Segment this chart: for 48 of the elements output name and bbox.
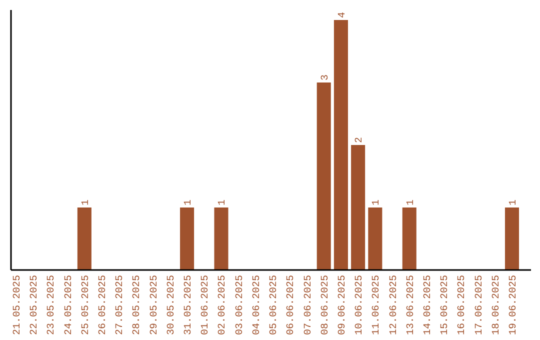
x-tick-label: 29.05.2025 [149,275,160,336]
x-tick-label: 01.06.2025 [200,275,212,336]
bar [334,20,348,270]
x-tick-label: 12.06.2025 [388,275,400,336]
x-tick-label: 17.06.2025 [474,275,486,336]
data-label: 1 [406,199,417,206]
x-tick-label: 25.05.2025 [80,275,92,336]
bar [504,208,519,270]
data-label: 1 [80,199,92,206]
x-tick-label: 31.05.2025 [184,275,195,336]
data-label: 1 [184,199,195,206]
x-tick-label: 30.05.2025 [166,275,178,336]
x-tick-label: 05.06.2025 [269,275,280,336]
bar [316,82,331,270]
bar [77,208,92,270]
bar [214,208,228,270]
x-tick-label: 09.06.2025 [337,275,348,336]
x-tick-label: 03.06.2025 [234,275,246,336]
x-tick-label: 19.06.2025 [508,275,520,336]
x-tick-label: 02.06.2025 [218,275,229,336]
x-tick-label: 16.06.2025 [457,275,468,336]
data-label: 4 [337,12,348,18]
x-tick-label: 24.05.2025 [64,275,75,336]
x-tick-label: 27.05.2025 [115,275,126,336]
x-tick-label: 06.06.2025 [286,275,298,336]
x-tick-label: 22.05.2025 [30,275,41,336]
x-tick-label: 28.05.2025 [132,275,144,336]
x-tick-label: 08.06.2025 [320,275,332,336]
data-label: 1 [508,199,520,206]
bar [368,208,382,270]
x-tick-label: 15.06.2025 [440,275,452,336]
x-tick-label: 07.06.2025 [303,275,314,336]
data-label: 1 [372,199,383,206]
x-tick-label: 13.06.2025 [406,275,417,336]
data-label: 2 [354,136,366,143]
x-tick-label: 04.06.2025 [252,275,263,336]
bar [351,145,366,270]
data-label: 3 [320,74,332,80]
x-tick-label: 26.05.2025 [98,275,110,336]
x-tick-label: 23.05.2025 [46,275,58,336]
x-tick-label: 11.06.2025 [372,275,383,336]
data-label: 1 [218,199,229,206]
x-tick-label: 14.06.2025 [422,275,434,336]
x-tick-label: 10.06.2025 [354,275,366,336]
x-tick-label: 21.05.2025 [12,275,24,336]
bar [402,208,416,270]
x-tick-label: 18.06.2025 [491,275,502,336]
bar [180,208,194,270]
